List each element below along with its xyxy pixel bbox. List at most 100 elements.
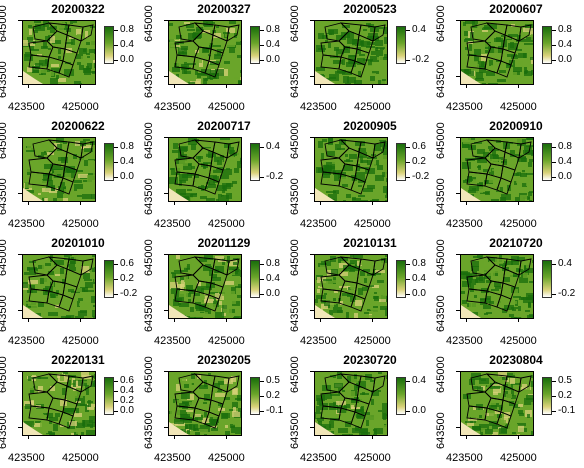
raster-patch <box>368 60 372 66</box>
raster-patch <box>50 78 58 84</box>
raster-patch <box>352 44 355 47</box>
panel-title: 20200717 <box>197 119 251 133</box>
raster-patch <box>27 37 33 42</box>
raster-patch <box>361 200 368 201</box>
raster-patch <box>386 188 387 195</box>
raster-patch <box>180 146 188 151</box>
raster-patch <box>462 300 467 304</box>
y-axis-tick <box>456 20 460 21</box>
raster-patch <box>56 138 64 143</box>
raster-patch <box>366 301 373 305</box>
colorbar-label: 0.4 <box>412 273 426 284</box>
y-axis-tick <box>164 427 168 428</box>
raster-patch <box>23 40 28 46</box>
raster-patch <box>356 164 360 171</box>
raster-patch <box>367 185 375 189</box>
raster-patch <box>83 68 91 73</box>
raster-patch <box>350 282 355 289</box>
raster-patch <box>44 198 47 201</box>
raster-patch <box>462 281 471 287</box>
raster-patch <box>229 267 239 272</box>
raster-patch <box>60 399 67 406</box>
raster-patch <box>55 305 65 312</box>
raster-patch <box>488 146 493 149</box>
raster-patch <box>73 380 76 387</box>
colorbar-tick <box>114 391 118 392</box>
raster-patch <box>483 169 488 172</box>
raster-patch <box>65 261 70 264</box>
raster-patch <box>239 147 241 152</box>
raster-patch <box>514 181 517 185</box>
raster-patch <box>190 307 194 312</box>
y-axis-tick <box>18 427 22 428</box>
raster-patch <box>513 296 521 298</box>
raster-patch <box>477 166 481 168</box>
raster-patch <box>215 393 225 397</box>
raster-patch <box>173 299 179 306</box>
raster-patch <box>511 395 517 399</box>
raster-patch <box>495 286 501 289</box>
raster-patch <box>523 272 528 278</box>
raster-patch <box>340 301 343 305</box>
colorbar-tick <box>552 411 556 412</box>
raster-patch <box>381 66 385 70</box>
raster-patch <box>50 70 54 76</box>
raster-patch <box>75 316 84 318</box>
raster-patch <box>501 420 506 425</box>
y-tick-label: 645000 <box>0 122 9 159</box>
raster-patch <box>505 267 509 271</box>
raster-patch <box>463 22 466 26</box>
raster-patch <box>504 159 507 165</box>
colorbar-tick <box>260 177 264 178</box>
raster-patch <box>32 66 39 73</box>
ndvi-map <box>314 254 388 319</box>
raster-patch <box>323 279 332 281</box>
raster-patch <box>197 73 201 78</box>
raster-patch <box>225 425 228 428</box>
raster-patch <box>90 275 93 280</box>
raster-patch <box>481 379 486 381</box>
raster-patch <box>353 255 363 258</box>
raster-patch <box>222 169 232 175</box>
raster-patch <box>351 376 358 383</box>
raster-patch <box>507 78 516 82</box>
x-axis-tick <box>466 435 467 439</box>
field-boundary <box>372 375 386 393</box>
raster-patch <box>191 373 195 379</box>
raster-patch <box>499 405 503 410</box>
raster-patch <box>465 21 475 24</box>
bare-soil-area <box>315 305 335 318</box>
ndvi-panel: 20201010 645000 643500 423500 425000 0.6 0.2 -0… <box>0 234 146 351</box>
raster-patch <box>174 419 184 424</box>
colorbar <box>542 26 552 64</box>
raster-patch <box>350 409 353 412</box>
colorbar <box>104 377 114 415</box>
raster-patch <box>316 45 325 52</box>
x-axis-tick <box>28 201 29 205</box>
raster-patch <box>61 47 64 54</box>
colorbar <box>104 143 114 181</box>
raster-patch <box>209 180 215 185</box>
raster-patch <box>52 316 60 318</box>
raster-patch <box>220 155 224 158</box>
raster-patch <box>369 73 376 75</box>
raster-patch <box>92 79 95 84</box>
colorbar-tick <box>406 381 410 382</box>
raster-patch <box>508 305 514 310</box>
raster-patch <box>361 160 368 163</box>
raster-patch <box>60 257 68 259</box>
raster-patch <box>527 315 533 318</box>
colorbar-tick <box>406 60 410 61</box>
colorbar-label: 0.4 <box>120 39 134 50</box>
raster-patch <box>476 187 483 193</box>
raster-patch <box>358 148 366 152</box>
raster-patch <box>374 428 383 434</box>
y-axis-tick <box>164 76 168 77</box>
raster-patch <box>483 174 491 180</box>
raster-patch <box>527 196 530 200</box>
raster-patch <box>58 56 61 59</box>
raster-patch <box>488 159 498 163</box>
raster-patch <box>73 154 77 159</box>
colorbar-label: 0.0 <box>558 171 572 182</box>
raster-patch <box>356 414 361 418</box>
